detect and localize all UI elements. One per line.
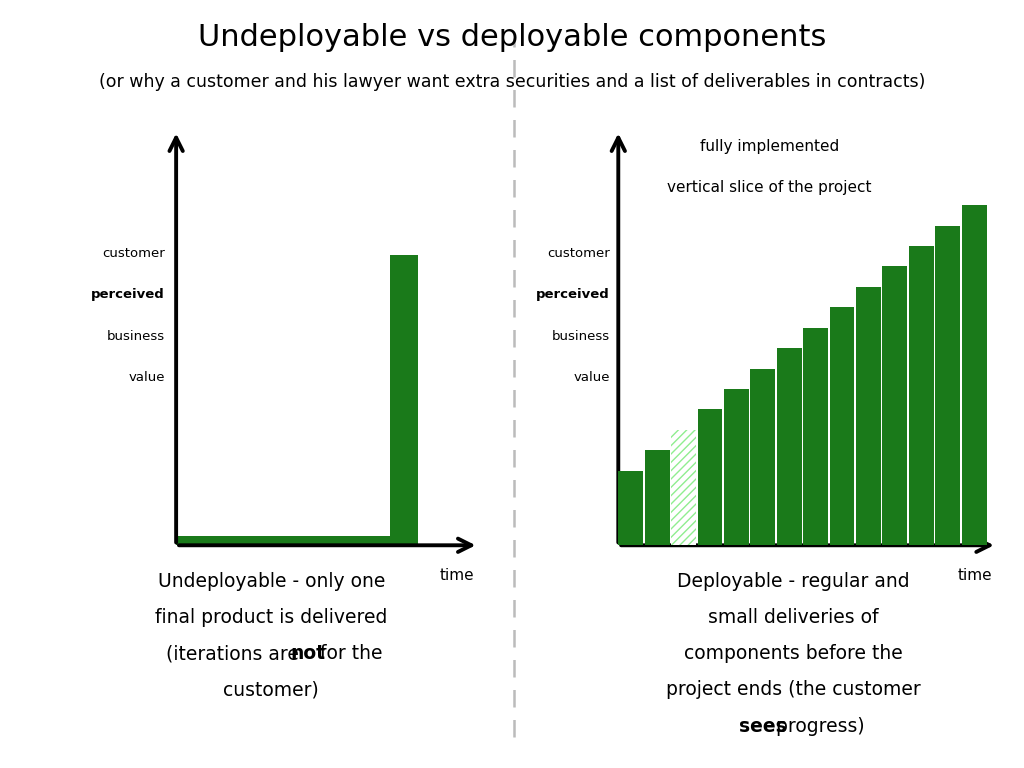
Text: perceived: perceived bbox=[91, 288, 165, 301]
Text: Undeployable - only one: Undeployable - only one bbox=[158, 572, 385, 591]
Text: business: business bbox=[106, 329, 165, 343]
Bar bbox=[390, 255, 418, 545]
Text: perceived: perceived bbox=[536, 288, 609, 301]
Text: time: time bbox=[440, 568, 475, 583]
Bar bbox=[697, 409, 722, 545]
Bar bbox=[724, 389, 749, 545]
Bar bbox=[645, 450, 670, 545]
Text: value: value bbox=[573, 371, 609, 384]
Text: fully implemented: fully implemented bbox=[700, 139, 840, 154]
Text: vertical slice of the project: vertical slice of the project bbox=[668, 180, 871, 195]
Text: progress): progress) bbox=[770, 717, 865, 736]
Bar bbox=[671, 430, 696, 545]
Text: time: time bbox=[957, 568, 992, 583]
Text: for the: for the bbox=[314, 644, 383, 664]
Text: not: not bbox=[291, 644, 326, 664]
Bar bbox=[856, 287, 881, 545]
Text: final product is delivered: final product is delivered bbox=[156, 608, 387, 627]
Bar bbox=[751, 369, 775, 545]
Text: Undeployable vs deployable components: Undeployable vs deployable components bbox=[198, 23, 826, 52]
Text: small deliveries of: small deliveries of bbox=[709, 608, 879, 627]
Bar bbox=[909, 246, 934, 545]
Text: (or why a customer and his lawyer want extra securities and a list of deliverabl: (or why a customer and his lawyer want e… bbox=[98, 73, 926, 91]
Text: Deployable - regular and: Deployable - regular and bbox=[677, 572, 910, 591]
Text: (iterations are: (iterations are bbox=[166, 644, 305, 664]
Bar bbox=[962, 205, 986, 545]
Text: customer): customer) bbox=[223, 680, 319, 700]
Bar bbox=[618, 471, 643, 545]
Text: value: value bbox=[129, 371, 165, 384]
Bar bbox=[935, 226, 961, 545]
Text: customer: customer bbox=[547, 247, 609, 260]
Text: project ends (the customer: project ends (the customer bbox=[667, 680, 921, 700]
Text: customer: customer bbox=[102, 247, 165, 260]
Bar bbox=[883, 266, 907, 545]
Bar bbox=[777, 348, 802, 545]
Bar bbox=[803, 328, 828, 545]
Text: components before the: components before the bbox=[684, 644, 903, 664]
Bar bbox=[176, 536, 390, 545]
Text: sees: sees bbox=[739, 717, 786, 736]
Bar bbox=[829, 307, 854, 545]
Text: business: business bbox=[552, 329, 609, 343]
